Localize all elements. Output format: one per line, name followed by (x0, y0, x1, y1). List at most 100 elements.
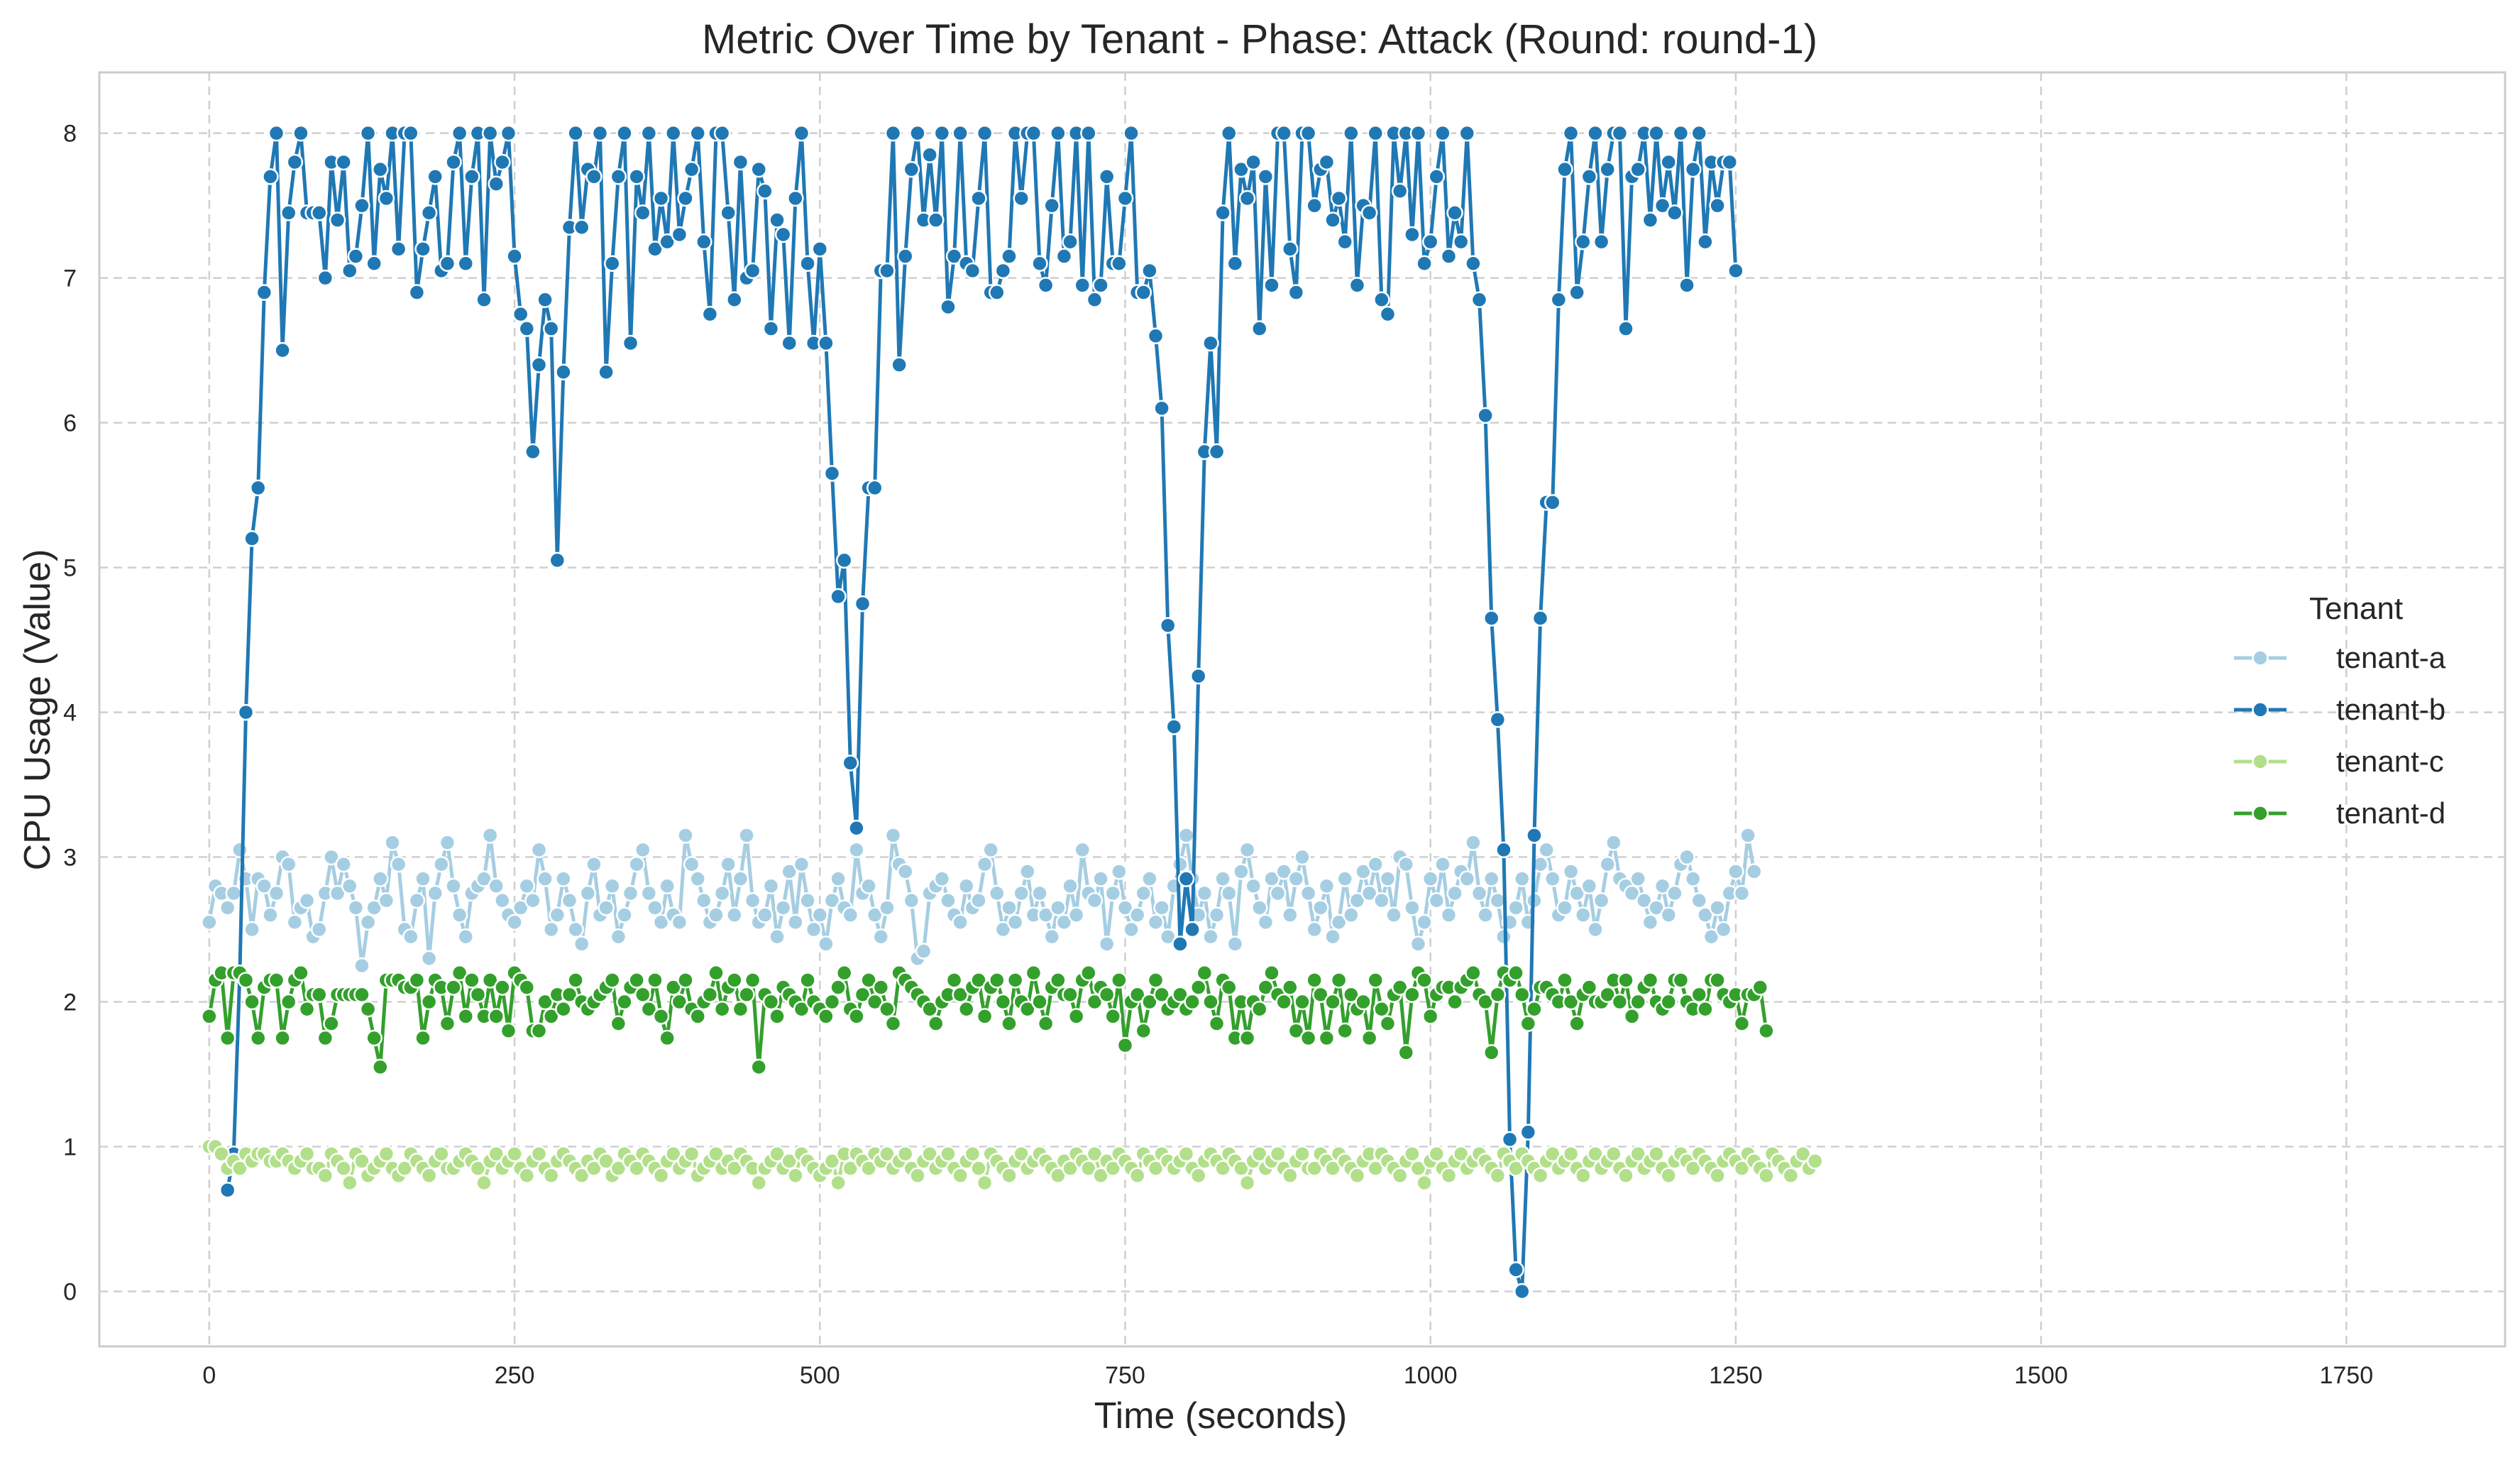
data-point (1324, 993, 1341, 1011)
data-point (708, 906, 725, 923)
data-point (317, 269, 334, 287)
data-point (695, 892, 712, 909)
data-point (1739, 827, 1756, 844)
data-point (1080, 124, 1097, 142)
data-point (1062, 986, 1079, 1004)
data-point (1074, 277, 1091, 294)
data-point (1605, 1145, 1622, 1163)
data-point (1544, 870, 1561, 887)
data-point (1214, 870, 1231, 887)
series-tenant-d (201, 964, 1775, 1076)
data-point (310, 921, 328, 938)
data-point (726, 1160, 743, 1177)
data-point (219, 1181, 236, 1199)
data-point (1098, 935, 1116, 953)
data-point (1733, 884, 1751, 902)
data-point (585, 856, 603, 873)
data-point (964, 262, 981, 280)
data-point (463, 168, 480, 185)
data-point (542, 921, 560, 938)
data-point (726, 972, 743, 989)
series-layer (201, 124, 1824, 1300)
data-point (1123, 921, 1140, 938)
data-point (811, 241, 829, 258)
data-point (463, 972, 480, 989)
data-point (952, 913, 969, 931)
data-point (298, 892, 316, 909)
data-point (1684, 870, 1702, 887)
data-point (542, 320, 560, 337)
data-point (567, 124, 584, 142)
data-point (1562, 1145, 1580, 1163)
data-point (1709, 197, 1726, 214)
data-point (1428, 168, 1446, 185)
data-point (1104, 1160, 1122, 1177)
data-point (1306, 1160, 1323, 1177)
data-point (1111, 863, 1128, 880)
data-point (928, 1015, 945, 1032)
data-point (1025, 964, 1042, 982)
data-point (420, 204, 438, 221)
data-point (640, 1000, 658, 1018)
data-point (774, 226, 792, 243)
data-point (372, 160, 389, 178)
data-point (1031, 255, 1048, 272)
data-point (1098, 986, 1116, 1004)
y-tick-label: 2 (63, 989, 77, 1016)
data-point (408, 892, 426, 909)
data-point (420, 950, 438, 967)
data-point (243, 530, 260, 547)
data-point (1214, 204, 1231, 221)
data-point (1562, 124, 1580, 142)
data-point (945, 972, 963, 989)
data-point (1269, 884, 1287, 902)
data-point (1141, 870, 1158, 887)
data-point (823, 892, 841, 909)
data-point (835, 551, 853, 569)
data-point (689, 870, 706, 887)
data-point (1623, 884, 1641, 902)
series-tenant-c (201, 1138, 1824, 1192)
data-point (1446, 993, 1463, 1011)
data-point (903, 160, 920, 178)
data-point (1360, 884, 1378, 902)
data-point (732, 153, 749, 171)
data-point (1568, 1015, 1585, 1032)
data-point (952, 986, 969, 1004)
data-point (1135, 284, 1152, 301)
data-point (1477, 993, 1494, 1011)
data-point (1672, 124, 1690, 142)
data-point (1001, 899, 1018, 916)
data-point (1690, 892, 1708, 909)
data-point (646, 972, 664, 989)
x-tick-label: 500 (800, 1362, 840, 1389)
data-point (659, 877, 676, 895)
y-tick-label: 3 (63, 845, 77, 872)
data-point (1636, 892, 1653, 909)
data-point (494, 153, 511, 171)
data-point (1050, 124, 1067, 142)
data-point (713, 124, 731, 142)
data-point (1330, 190, 1348, 207)
data-point (787, 1167, 804, 1185)
data-point (1050, 1167, 1067, 1185)
data-point (1727, 262, 1744, 280)
data-point (365, 899, 383, 916)
data-point (1379, 1015, 1397, 1032)
data-point (1031, 884, 1048, 902)
data-point (414, 1029, 431, 1047)
data-point (1477, 407, 1494, 424)
data-point (842, 1160, 859, 1177)
data-point (255, 877, 273, 895)
data-point (347, 899, 365, 916)
data-point (1282, 241, 1299, 258)
data-point (518, 877, 536, 895)
data-point (231, 841, 248, 859)
data-point (262, 168, 279, 185)
data-point (1678, 277, 1695, 294)
data-point (537, 993, 554, 1011)
data-point (1062, 877, 1079, 895)
data-point (940, 892, 957, 909)
data-point (1733, 1160, 1751, 1177)
data-point (390, 241, 407, 258)
